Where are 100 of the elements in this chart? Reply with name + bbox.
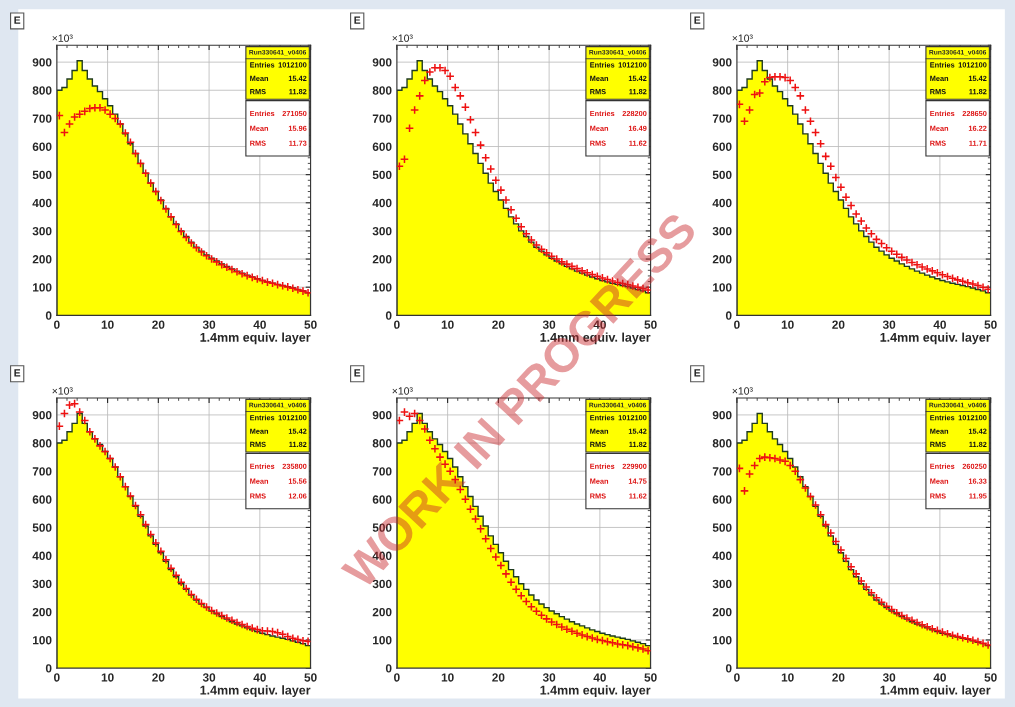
text: E [354,369,361,377]
point [826,161,836,171]
text: E [14,16,21,24]
y-tick-label: 0 [385,311,392,320]
point [587,633,597,643]
y-tick-label: 500 [712,523,732,532]
point [638,644,648,654]
y-tick-label: 400 [32,551,52,560]
point [161,555,171,565]
point [917,262,927,272]
point [978,282,988,292]
y-axis-title: ×10³ [392,387,413,395]
point [516,591,526,601]
y-tick-label: 600 [32,495,52,504]
point [562,624,572,634]
point [861,223,871,233]
point [161,204,171,214]
point [790,466,800,476]
y-tick-label: 800 [32,86,52,95]
x-tick-label: 40 [253,673,266,682]
point [557,622,567,632]
point [496,185,506,195]
point [851,569,861,579]
point [232,267,242,277]
y-tick-label: 300 [712,226,732,236]
y-tick-label: 500 [32,170,52,180]
point [303,288,311,298]
y-tick-label: 200 [32,607,52,617]
text: E [354,16,361,24]
x-tick-label: 10 [101,673,114,682]
point [963,634,973,644]
y-tick-label: 800 [32,439,52,448]
y-tick-label: 700 [372,114,392,123]
x-tick-label: 20 [832,320,845,329]
y-tick-label: 900 [32,410,52,420]
point [151,538,161,548]
point [491,175,501,185]
point [283,282,293,292]
point [902,255,912,265]
y-axis-title: ×10³ [392,34,413,42]
y-tick-label: 100 [713,636,732,645]
point [435,63,445,73]
y-tick-label: 0 [45,664,52,673]
point [572,628,582,638]
x-tick-label: 10 [781,320,794,329]
y-tick-label: 300 [32,226,52,236]
y-tick-label: 900 [712,58,732,67]
point [171,570,181,580]
point [775,455,785,465]
y-tick-label: 500 [372,170,392,180]
point [861,582,871,592]
text: E [14,369,21,377]
point [90,434,100,444]
y-tick-label: 200 [712,607,732,617]
x-axis-title: 1.4mm equiv. layer [880,332,991,345]
y-tick-label: 300 [372,226,392,236]
y-axis-title: ×10³ [52,387,73,395]
x-tick-label: 0 [54,320,60,329]
x-axis-title: 1.4mm equiv. layer [540,685,651,698]
x-tick-label: 30 [542,673,556,682]
y-tick-label: 0 [725,664,732,673]
text: E [694,16,701,24]
x-tick-label: 0 [394,673,400,682]
x-tick-label: 50 [304,673,317,682]
point [293,285,303,295]
y-tick-label: 900 [372,410,392,420]
y-tick-label: 200 [372,255,392,264]
y-tick-label: 200 [712,255,732,264]
y-tick-label: 900 [32,58,52,67]
x-tick-label: 0 [734,320,740,329]
y-tick-label: 700 [712,114,732,123]
point [212,608,222,618]
point [486,164,496,174]
y-tick-label: 0 [725,311,732,320]
point [983,640,991,650]
point [851,209,861,219]
y-tick-label: 800 [372,86,392,95]
point [166,563,176,573]
point [298,636,308,646]
y-tick-label: 700 [32,467,52,476]
point [633,643,643,653]
y-tick-label: 200 [372,607,392,617]
x-axis-title: 1.4mm equiv. layer [880,685,991,698]
point [303,636,311,646]
point [115,472,125,482]
y-tick-label: 100 [33,636,52,645]
x-tick-label: 20 [492,673,505,682]
point [892,249,902,259]
y-axis-title: ×10³ [732,387,753,395]
point [856,576,866,586]
x-tick-label: 10 [441,673,454,682]
y-tick-label: 400 [372,198,392,208]
point [846,562,856,572]
y-tick-label: 800 [712,439,732,448]
y-tick-label: 700 [712,467,732,476]
x-tick-label: 10 [101,320,114,329]
x-tick-label: 20 [152,320,165,329]
x-tick-label: 0 [394,320,400,329]
x-tick-label: 20 [152,673,165,682]
y-tick-label: 200 [32,255,52,264]
